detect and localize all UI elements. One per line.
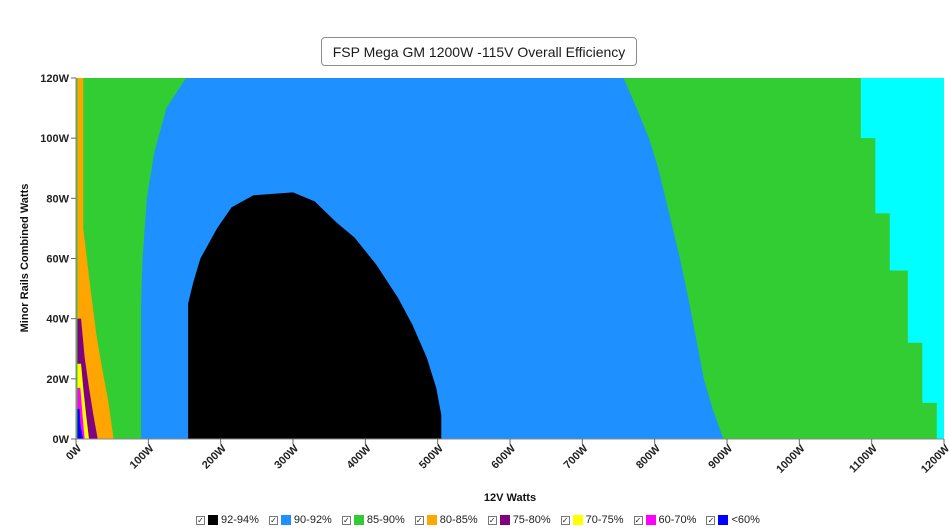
legend-label: 85-90% — [366, 514, 405, 526]
x-tick-label: 1100W — [847, 442, 880, 475]
region-4 — [77, 78, 114, 439]
region-3 — [188, 192, 442, 439]
legend-label: 90-92% — [293, 514, 332, 526]
legend-label: 70-75% — [585, 514, 624, 526]
y-tick-label: 120W — [40, 73, 69, 85]
legend-checkbox[interactable]: ✓ — [706, 515, 716, 525]
legend-swatch — [353, 515, 364, 525]
x-tick-label: 400W — [345, 442, 374, 471]
x-tick-label: 800W — [634, 442, 663, 471]
region-8 — [77, 408, 84, 439]
legend-item-6[interactable]: ✓ 60-70% — [633, 514, 697, 526]
legend-checkbox[interactable]: ✓ — [196, 515, 205, 525]
x-axis-label: 12V Watts — [484, 492, 536, 504]
legend-item-1[interactable]: ✓ 90-92% — [268, 514, 332, 526]
legend-item-4[interactable]: ✓ 75-80% — [487, 514, 551, 526]
legend-label: <60% — [731, 514, 760, 526]
legend-label: 92-94% — [221, 514, 259, 526]
legend: ✓ 92-94% ✓ 90-92% ✓ 85-90% ✓ 80-85% ✓ 75-80% ✓ 70-7… — [196, 513, 760, 527]
x-axis-ticks: 0W 100W 200W 300W 400W 500W 600W 700W 800W 900W 10… — [64, 439, 950, 476]
chart-title: FSP Mega GM 1200W -115V Overall Efficien… — [321, 37, 637, 66]
legend-checkbox[interactable]: ✓ — [341, 515, 351, 525]
x-tick-label: 1000W — [774, 442, 808, 476]
y-tick-label: 40W — [46, 314, 69, 326]
legend-checkbox[interactable]: ✓ — [268, 515, 278, 525]
x-tick-label: 100W — [128, 442, 157, 471]
legend-item-7[interactable]: ✓ <60% — [706, 514, 760, 526]
y-axis-ticks: 0W 20W 40W 60W 80W 100W 120W — [40, 73, 76, 446]
legend-swatch — [208, 515, 218, 525]
legend-checkbox[interactable]: ✓ — [560, 515, 570, 525]
y-axis-label: Minor Rails Combined Watts — [19, 184, 31, 333]
y-tick-label: 60W — [46, 254, 69, 266]
x-tick-label: 300W — [272, 442, 301, 471]
legend-swatch — [426, 515, 437, 525]
legend-label: 60-70% — [658, 514, 697, 526]
x-tick-label: 1200W — [919, 442, 950, 476]
legend-item-2[interactable]: ✓ 85-90% — [341, 514, 405, 526]
x-tick-label: 700W — [562, 442, 591, 471]
x-tick-label: 200W — [200, 442, 229, 471]
legend-swatch — [499, 515, 510, 525]
legend-item-3[interactable]: ✓ 80-85% — [414, 514, 478, 526]
legend-swatch — [645, 515, 656, 525]
y-tick-label: 80W — [46, 193, 69, 205]
legend-item-5[interactable]: ✓ 70-75% — [560, 514, 624, 526]
x-tick-label: 500W — [417, 442, 446, 471]
x-tick-label: 600W — [489, 442, 518, 471]
legend-checkbox[interactable]: ✓ — [633, 515, 643, 525]
legend-swatch — [572, 515, 583, 525]
y-tick-label: 0W — [53, 434, 70, 446]
plot-regions — [76, 78, 944, 439]
y-tick-label: 20W — [46, 374, 69, 386]
legend-label: 75-80% — [512, 514, 551, 526]
legend-label: 80-85% — [439, 514, 478, 526]
legend-checkbox[interactable]: ✓ — [414, 515, 424, 525]
x-tick-label: 900W — [706, 442, 735, 471]
legend-item-0[interactable]: ✓ 92-94% — [196, 514, 259, 526]
legend-swatch — [718, 515, 729, 525]
legend-swatch — [280, 515, 291, 525]
legend-checkbox[interactable]: ✓ — [487, 515, 497, 525]
y-tick-label: 100W — [40, 133, 69, 145]
